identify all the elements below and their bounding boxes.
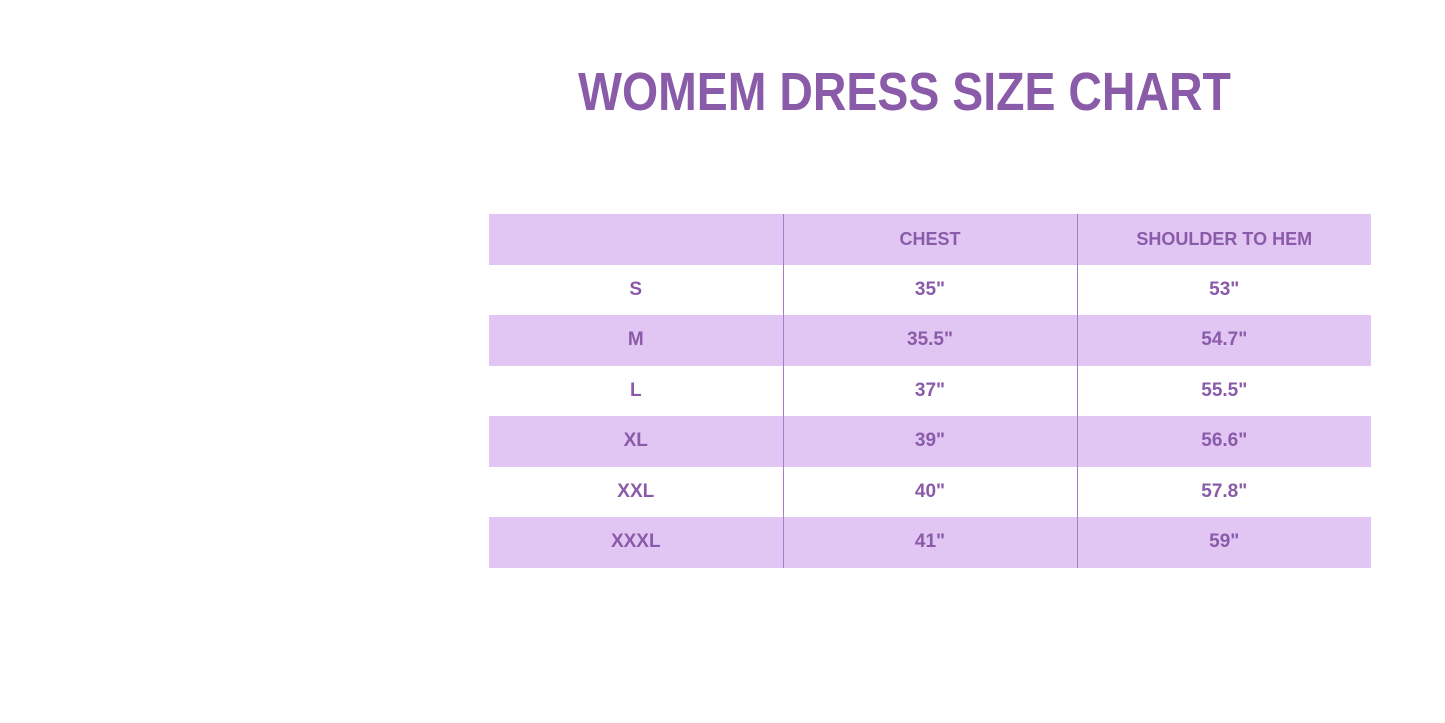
shoulder-to-hem-cell: 57.8" bbox=[1076, 466, 1371, 517]
size-cell: XXXL bbox=[489, 517, 783, 568]
header-shoulder-to-hem: SHOULDER TO HEM bbox=[1076, 214, 1371, 265]
shoulder-to-hem-cell: 53" bbox=[1076, 264, 1371, 315]
chest-cell: 35.5" bbox=[782, 315, 1077, 366]
size-cell: S bbox=[629, 278, 643, 300]
table-row: S 35" 53" bbox=[489, 264, 1371, 315]
chest-cell: 37" bbox=[782, 365, 1077, 416]
table-row: L 37" 55.5" bbox=[489, 365, 1371, 416]
page-title-text: WOMEM DRESS SIZE CHART bbox=[578, 62, 1232, 122]
header-chest: CHEST bbox=[782, 214, 1077, 265]
size-cell: XL bbox=[489, 416, 783, 467]
chest-cell: 41" bbox=[782, 517, 1077, 568]
table-header-row: CHEST SHOULDER TO HEM bbox=[489, 214, 1371, 265]
size-chart-table: CHEST SHOULDER TO HEM S 35" 53" M 35.5" … bbox=[489, 214, 1371, 568]
size-cell: L bbox=[629, 379, 642, 401]
table-row: XL 39" 56.6" bbox=[489, 416, 1371, 467]
page-title: WOMEM DRESS SIZE CHART bbox=[489, 62, 1321, 122]
chest-cell: 40" bbox=[782, 466, 1077, 517]
header-size bbox=[489, 214, 783, 265]
shoulder-to-hem-cell: 54.7" bbox=[1076, 315, 1371, 366]
size-cell: M bbox=[489, 315, 783, 366]
chest-cell: 35" bbox=[782, 264, 1077, 315]
shoulder-to-hem-cell: 56.6" bbox=[1076, 416, 1371, 467]
table-row: XXL 40" 57.8" bbox=[489, 466, 1371, 517]
shoulder-to-hem-cell: 55.5" bbox=[1076, 365, 1371, 416]
shoulder-to-hem-cell: 59" bbox=[1076, 517, 1371, 568]
table-row: M 35.5" 54.7" bbox=[489, 315, 1371, 366]
table-row: XXXL 41" 59" bbox=[489, 517, 1371, 568]
chest-cell: 39" bbox=[782, 416, 1077, 467]
size-cell: XXL bbox=[617, 480, 655, 502]
